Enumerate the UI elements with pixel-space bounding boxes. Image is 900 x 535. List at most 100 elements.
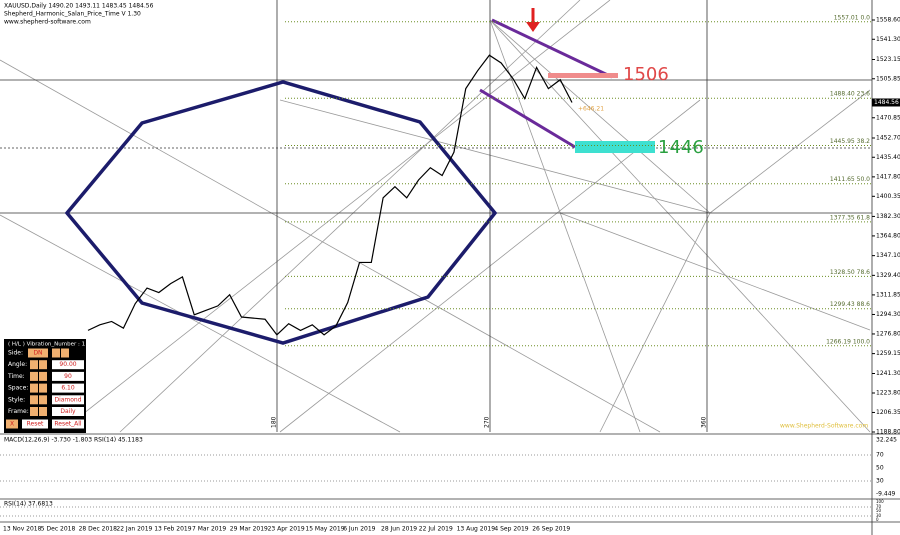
panel-button[interactable] bbox=[6, 419, 18, 429]
panel-step-button[interactable] bbox=[30, 395, 38, 405]
panel-step-button[interactable] bbox=[39, 407, 47, 416]
support-zone bbox=[575, 141, 655, 153]
footer-site: www.Shepherd-Software.com bbox=[780, 423, 868, 430]
price-tick-label: 1311.85 bbox=[876, 291, 900, 298]
panel-value: 90 bbox=[64, 373, 72, 380]
price-tick-label: 1294.30 bbox=[876, 311, 900, 318]
fib-level-label: 1557.01 0.0 bbox=[834, 14, 870, 21]
panel-step-button[interactable] bbox=[39, 371, 47, 381]
fib-level-label: 1328.50 78.6 bbox=[830, 269, 870, 276]
macd-tick-label: 50 bbox=[876, 465, 884, 472]
panel-row-label: Time: bbox=[7, 373, 25, 380]
channel bbox=[479, 18, 613, 149]
fib-level-label: 1411.65 50.0 bbox=[830, 176, 870, 183]
resistance-label: 1506 bbox=[623, 64, 669, 85]
panel-value: Diamond bbox=[54, 396, 81, 403]
date-label: 22 Jan 2019 bbox=[116, 526, 152, 533]
panel-step-button[interactable] bbox=[39, 360, 47, 370]
panel-button[interactable] bbox=[52, 419, 84, 429]
panel-step-button[interactable] bbox=[30, 371, 38, 381]
indicator-name: Shepherd_Harmonic_Salan_Price_Time V 1.3… bbox=[4, 11, 141, 18]
panel-step-button[interactable] bbox=[39, 383, 47, 393]
cycle-mark: 180 bbox=[271, 416, 278, 428]
panel-step-button[interactable] bbox=[30, 383, 38, 393]
panel-value-box bbox=[52, 371, 84, 381]
website: www.shepherd-software.com bbox=[4, 19, 91, 26]
symbol-line: XAUUSD,Daily 1490.20 1493.11 1483.45 148… bbox=[4, 3, 154, 10]
macd-tick-label: 70 bbox=[876, 452, 884, 459]
fib-level-label: 1377.35 61.8 bbox=[830, 214, 870, 221]
resistance-zone bbox=[548, 73, 618, 78]
distance-label: +646.21 bbox=[578, 106, 604, 113]
down-arrow bbox=[526, 8, 540, 32]
support-label: 1446 bbox=[658, 137, 704, 158]
fib-level-label: 1445.95 38.2 bbox=[830, 138, 870, 145]
date-label: 13 Feb 2019 bbox=[154, 526, 192, 533]
indicator-levels bbox=[0, 454, 872, 517]
panel-value: 6.10 bbox=[61, 385, 75, 392]
panel-value-box bbox=[52, 407, 84, 416]
panel-button-label[interactable]: Reset bbox=[27, 421, 44, 428]
rsi-tick-label: 70 bbox=[876, 504, 882, 509]
rsi-tick-label: 100 bbox=[876, 499, 884, 504]
panel-step-button[interactable] bbox=[30, 360, 38, 370]
current-price-box bbox=[872, 98, 900, 107]
price-tick-label: 1329.40 bbox=[876, 272, 900, 279]
date-label: 22 Jul 2019 bbox=[419, 526, 453, 533]
fib-level-label: 1266.19 100.0 bbox=[826, 338, 870, 345]
price-tick-label: 1417.80 bbox=[876, 173, 900, 180]
panel-value: DN bbox=[33, 350, 42, 357]
panel-row-label: Side: bbox=[8, 350, 23, 357]
price-tick-label: 1452.70 bbox=[876, 134, 900, 141]
date-label: 28 Jun 2019 bbox=[381, 526, 417, 533]
date-label: 6 Jun 2019 bbox=[343, 526, 375, 533]
panel-button[interactable] bbox=[22, 419, 48, 429]
panel-step-button[interactable] bbox=[52, 348, 60, 358]
rsi-tick-label: 30 bbox=[876, 513, 882, 518]
panel-value: Daily bbox=[60, 408, 76, 415]
price-tick-label: 1188.80 bbox=[876, 429, 900, 436]
panel-value: 90.00 bbox=[59, 361, 76, 368]
rsi-tick-label: 50 bbox=[876, 508, 882, 513]
price-tick-label: 1206.35 bbox=[876, 409, 900, 416]
date-label: 7 Mar 2019 bbox=[192, 526, 226, 533]
cycle-mark: 270 bbox=[484, 416, 491, 428]
price-tick-label: 1276.80 bbox=[876, 330, 900, 337]
control-panel: ( H/L ) Vibration_Number : 1 Side: DN Angle… bbox=[4, 339, 86, 433]
price-tick-label: 1470.85 bbox=[876, 114, 900, 121]
price-line bbox=[87, 54, 573, 336]
price-tick-label: 1505.85 bbox=[876, 75, 900, 82]
macd-tick-label: 32.245 bbox=[876, 437, 897, 444]
price-tick-label: 1259.15 bbox=[876, 350, 900, 357]
panel-button-label[interactable]: X bbox=[10, 421, 14, 428]
panel-row-label: Angle: bbox=[8, 361, 27, 368]
panel-value-box bbox=[52, 360, 84, 370]
price-tick-label: 1223.80 bbox=[876, 390, 900, 397]
fib-level-label: 1488.40 23.6 bbox=[830, 91, 870, 98]
rsi-tick-label: 0 bbox=[876, 517, 879, 522]
panel-button-label[interactable]: Reset_All bbox=[54, 421, 82, 428]
panel-row-label: Style: bbox=[8, 396, 25, 403]
panel-value-box bbox=[28, 348, 48, 358]
date-label: 28 Dec 2018 bbox=[79, 526, 118, 533]
macd-tick-label: -9.449 bbox=[876, 491, 896, 498]
price-tick-label: 1400.35 bbox=[876, 193, 900, 200]
panel-row-label: Space: bbox=[8, 385, 28, 392]
date-label: 5 Dec 2018 bbox=[41, 526, 76, 533]
cycle-mark: 360 bbox=[701, 416, 708, 428]
panel-step-button[interactable] bbox=[61, 348, 69, 358]
gann-lines bbox=[0, 0, 871, 433]
date-label: 15 May 2019 bbox=[305, 526, 344, 533]
date-label: 26 Sep 2019 bbox=[532, 526, 570, 533]
rsi-label: RSI(14) 37.6813 bbox=[4, 501, 53, 508]
panel-step-button[interactable] bbox=[30, 407, 38, 416]
price-tick-label: 1382.30 bbox=[876, 213, 900, 220]
date-label: 13 Nov 2018 bbox=[3, 526, 42, 533]
date-label: 13 Aug 2019 bbox=[457, 526, 496, 533]
panel-step-button[interactable] bbox=[39, 395, 47, 405]
panel-value-box bbox=[52, 383, 84, 393]
price-tick-label: 1435.40 bbox=[876, 154, 900, 161]
